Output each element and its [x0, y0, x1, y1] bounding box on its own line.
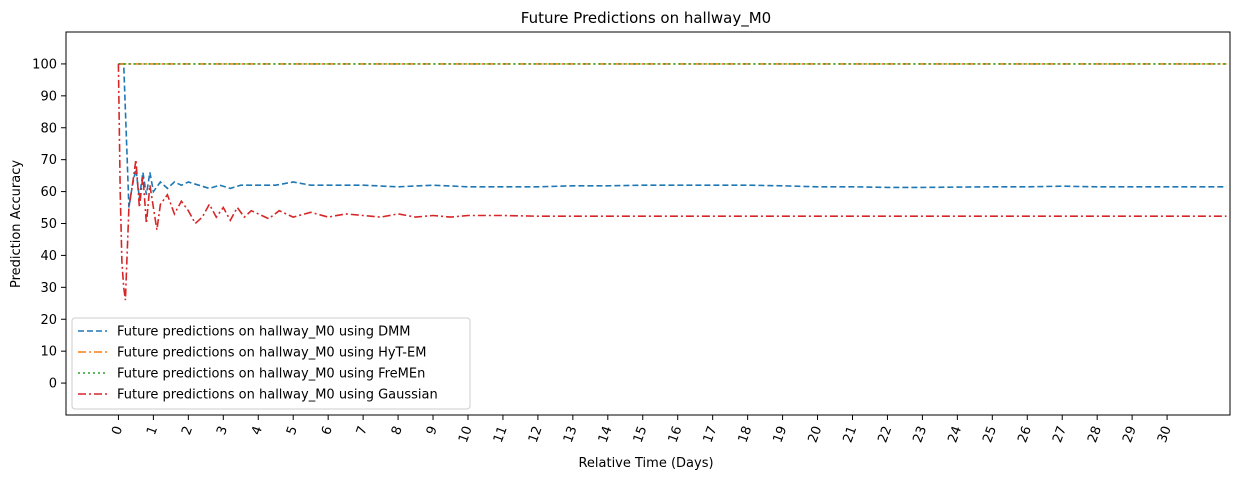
y-axis: 0 10 20 30 40 50 60 70 80 90 100	[32, 57, 66, 392]
x-tick-label: 4	[249, 424, 266, 437]
x-tick-label: 6	[319, 424, 336, 437]
x-tick-label: 15	[631, 424, 651, 445]
x-tick-label: 23	[910, 424, 930, 445]
x-tick-label: 13	[561, 424, 581, 445]
x-tick-label: 24	[945, 424, 965, 445]
legend-label-1: Future predictions on hallway_M0 using H…	[117, 346, 426, 361]
x-tick-label: 30	[1155, 424, 1175, 445]
y-tick-label: 70	[40, 153, 57, 168]
series-line-3	[117, 63, 1227, 301]
legend-box	[71, 317, 471, 410]
x-tick-label: 1	[144, 424, 161, 437]
x-tick-label: 0	[109, 424, 126, 437]
y-tick-label: 0	[49, 377, 57, 392]
x-tick-label: 8	[389, 424, 406, 437]
chart-title: Future Predictions on hallway_M0	[521, 9, 771, 28]
x-tick-label: 3	[214, 424, 231, 437]
x-tick-label: 10	[456, 424, 476, 445]
y-tick-label: 90	[40, 89, 57, 104]
x-tick-label: 21	[840, 424, 860, 445]
y-tick-label: 60	[40, 185, 57, 200]
x-tick-label: 5	[284, 424, 301, 437]
x-axis: 0 1 2 3 4 5 6 7 8 9 10 11 12 13 14 15 16 17 18 19 20 21 22 23 24…	[109, 415, 1175, 445]
y-tick-label: 30	[40, 281, 57, 296]
x-tick-label: 12	[526, 424, 546, 445]
x-tick-label: 2	[179, 424, 196, 437]
x-tick-label: 25	[980, 424, 1000, 445]
x-tick-label: 29	[1120, 424, 1140, 445]
x-tick-label: 28	[1085, 424, 1105, 445]
x-tick-label: 20	[806, 424, 826, 445]
y-tick-label: 10	[40, 345, 57, 360]
x-tick-label: 22	[875, 424, 895, 445]
x-tick-label: 11	[491, 424, 511, 445]
x-tick-label: 27	[1050, 424, 1070, 445]
x-tick-label: 18	[736, 424, 756, 445]
x-tick-label: 9	[424, 424, 441, 437]
y-tick-label: 40	[40, 249, 57, 264]
y-tick-label: 50	[40, 217, 57, 232]
legend-label-0: Future predictions on hallway_M0 using D…	[117, 325, 411, 340]
x-tick-label: 19	[771, 424, 791, 445]
legend-label-2: Future predictions on hallway_M0 using F…	[117, 367, 425, 382]
x-tick-label: 16	[666, 424, 686, 445]
x-tick-label: 7	[354, 424, 371, 437]
y-tick-label: 20	[40, 313, 57, 328]
series-layer	[117, 63, 1227, 301]
x-tick-label: 17	[701, 424, 721, 445]
y-tick-label: 80	[40, 121, 57, 136]
legend: Future predictions on hallway_M0 using D…	[71, 317, 471, 410]
y-tick-label: 100	[32, 57, 57, 72]
series-line-0	[118, 63, 1227, 208]
y-axis-label: Prediction Accuracy	[9, 160, 24, 288]
x-tick-label: 14	[596, 424, 616, 445]
x-axis-label: Relative Time (Days)	[578, 456, 713, 471]
x-tick-label: 26	[1015, 424, 1035, 445]
legend-label-3: Future predictions on hallway_M0 using G…	[117, 388, 438, 403]
